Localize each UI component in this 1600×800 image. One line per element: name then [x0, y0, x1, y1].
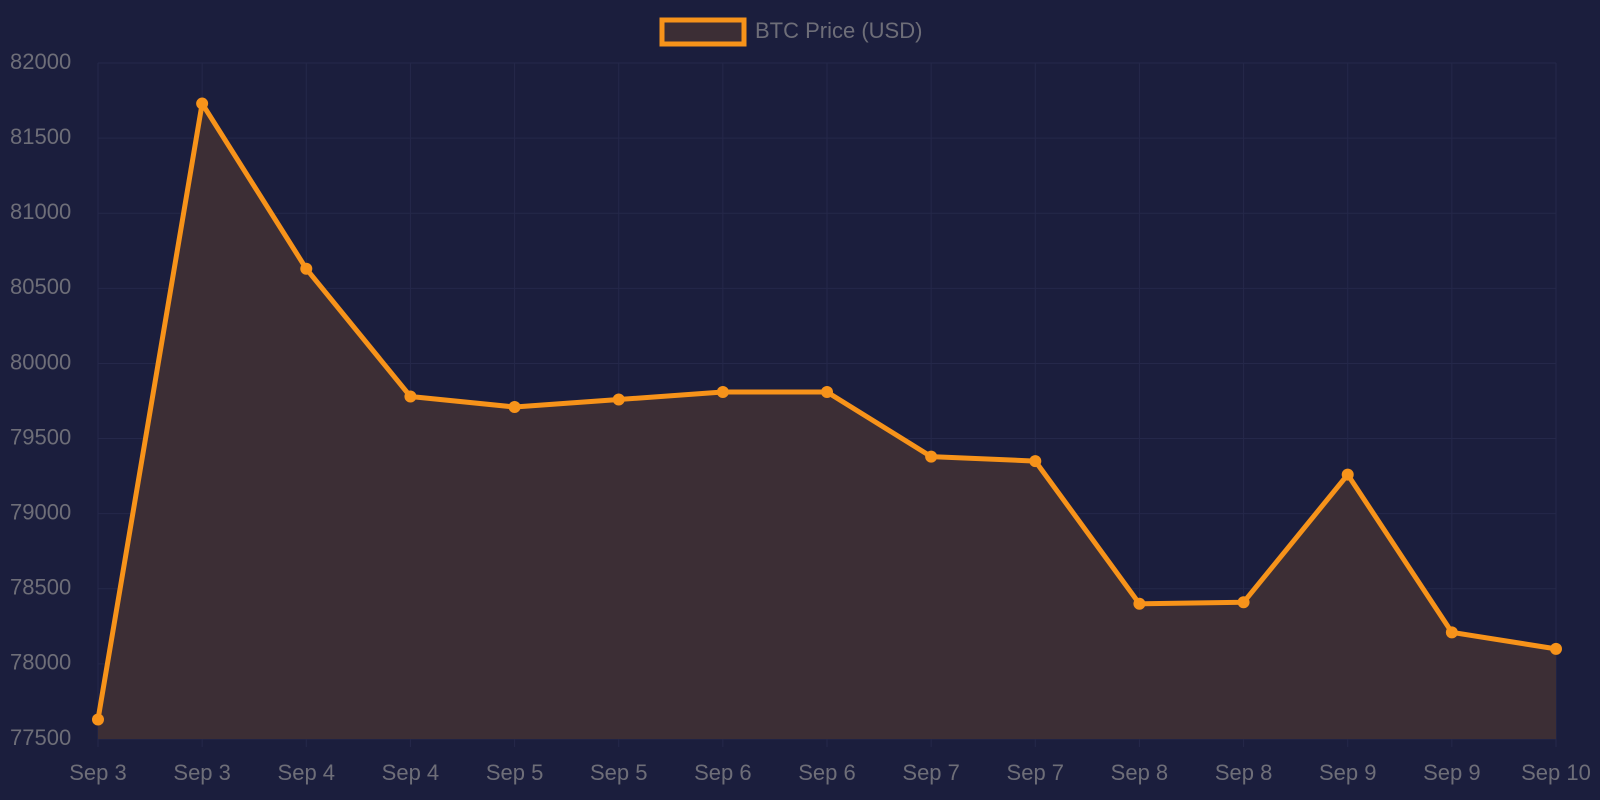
x-tick-label: Sep 3 [173, 760, 231, 785]
y-tick-label: 80500 [10, 274, 71, 299]
point [1445, 626, 1458, 639]
x-tick-label: Sep 9 [1423, 760, 1481, 785]
point [404, 390, 417, 403]
point [1341, 468, 1354, 481]
x-tick-label: Sep 10 [1521, 760, 1591, 785]
x-tick-label: Sep 9 [1319, 760, 1377, 785]
y-tick-label: 79000 [10, 499, 71, 524]
x-tick-label: Sep 7 [1007, 760, 1065, 785]
y-tick-label: 78500 [10, 575, 71, 600]
x-tick-label: Sep 8 [1111, 760, 1169, 785]
point [612, 393, 625, 406]
y-tick-label: 80000 [10, 349, 71, 374]
x-tick-label: Sep 4 [382, 760, 440, 785]
point [1550, 642, 1562, 655]
point [508, 401, 521, 414]
x-tick-label: Sep 6 [694, 760, 752, 785]
x-tick-label: Sep 4 [278, 760, 336, 785]
x-tick-label: Sep 3 [69, 760, 127, 785]
y-tick-label: 81500 [10, 124, 71, 149]
point [925, 450, 938, 463]
point [716, 385, 729, 398]
point [1237, 596, 1250, 609]
y-tick-label: 77500 [10, 725, 71, 750]
point [92, 713, 104, 726]
x-tick-label: Sep 8 [1215, 760, 1273, 785]
area [98, 103, 1556, 739]
point [821, 385, 833, 398]
x-tick-label: Sep 5 [486, 760, 544, 785]
y-tick-label: 78000 [10, 650, 71, 675]
point [1029, 455, 1042, 468]
x-tick-label: Sep 7 [902, 760, 960, 785]
point [196, 97, 209, 110]
legend-swatch [659, 17, 747, 47]
legend-label: BTC Price (USD) [755, 18, 922, 43]
point [1133, 597, 1146, 610]
y-tick-label: 79500 [10, 424, 71, 449]
y-tick-label: 81000 [10, 199, 71, 224]
x-tick-label: Sep 5 [590, 760, 648, 785]
point [300, 262, 313, 275]
x-tick-label: Sep 6 [798, 760, 856, 785]
y-tick-label: 82000 [10, 49, 71, 74]
